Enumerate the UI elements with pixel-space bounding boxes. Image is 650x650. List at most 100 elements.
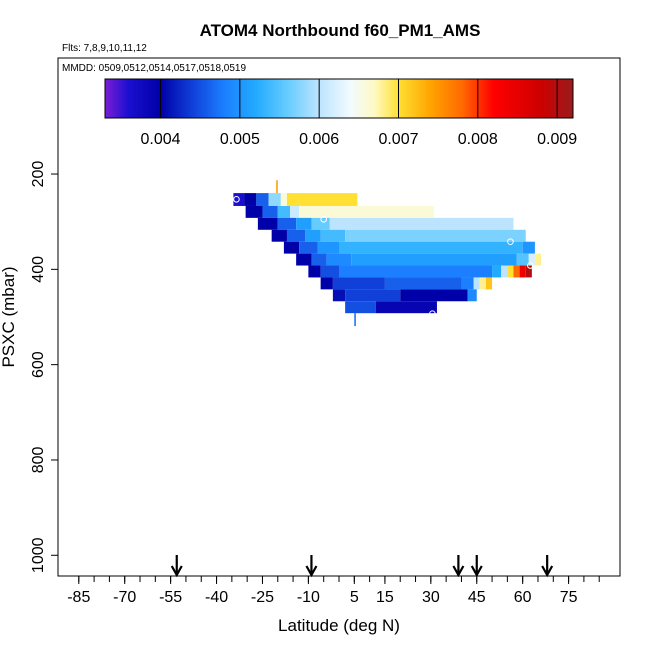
heatmap-cell — [332, 289, 346, 302]
heatmap-cell — [244, 193, 257, 206]
y-tick-label: 800 — [30, 447, 47, 474]
latitude-arrow-head — [305, 565, 318, 578]
heatmap-cell — [277, 217, 297, 230]
heatmap-cell — [501, 265, 508, 278]
y-tick-label: 200 — [30, 161, 47, 188]
colorbar-tick-label: 0.006 — [299, 131, 339, 148]
y-tick-label: 1000 — [30, 537, 47, 573]
heatmap-cell — [479, 277, 486, 290]
heatmap-cell — [308, 265, 321, 278]
heatmap-cell — [277, 205, 291, 218]
heatmap-cell — [268, 193, 281, 206]
heatmap-cell — [280, 193, 287, 206]
colorbar-gradient — [104, 78, 574, 119]
heatmap-cell — [473, 277, 480, 290]
heatmap-cell — [534, 253, 542, 266]
heatmap-cell — [525, 265, 532, 278]
x-tick-label: -55 — [159, 589, 182, 606]
heatmap-cell — [492, 265, 502, 278]
heatmap-cell — [286, 193, 358, 206]
heatmap-cell — [519, 265, 526, 278]
latitude-arrow-head — [170, 565, 183, 578]
y-tick-label: 600 — [30, 351, 47, 378]
heatmap-cell — [296, 253, 312, 266]
y-tick-label: 400 — [30, 256, 47, 283]
colorbar-tick-label: 0.005 — [220, 131, 260, 148]
heatmap-cell — [283, 241, 300, 254]
heatmap-cell — [345, 301, 376, 314]
latitude-arrow-head — [541, 565, 554, 578]
x-tick-label: 75 — [560, 589, 578, 606]
heatmap-cell — [329, 217, 514, 230]
heatmap-cell — [351, 253, 517, 266]
flight-marker — [233, 195, 240, 203]
y-axis-label: PSXC (mbar) — [0, 266, 18, 367]
x-tick-label: 5 — [350, 589, 359, 606]
flights-label: Flts: 7,8,9,10,11,12 — [62, 43, 147, 54]
heatmap-cell — [467, 289, 477, 302]
heatmap-cell — [311, 217, 330, 230]
heatmap-cell — [339, 241, 523, 254]
heatmap-cell — [345, 229, 526, 242]
heatmap-cell — [345, 289, 401, 302]
x-tick-label: -85 — [67, 589, 90, 606]
heatmap-cell — [513, 265, 520, 278]
heatmap-cells — [233, 180, 542, 327]
heatmap-cell — [400, 289, 468, 302]
x-tick-label: -25 — [251, 589, 274, 606]
x-tick-label: -40 — [205, 589, 228, 606]
heatmap-cell — [516, 253, 529, 266]
colorbar-ticks: 0.004 0.005 0.006 0.007 0.008 0.009 — [141, 79, 577, 148]
colorbar-tick-label: 0.009 — [537, 131, 577, 148]
x-tick-label: 60 — [514, 589, 532, 606]
colorbar: 0.004 0.005 0.006 0.007 0.008 0.009 — [104, 78, 577, 148]
x-tick-label: 15 — [376, 589, 394, 606]
heatmap-cell — [256, 193, 269, 206]
heatmap-cell — [507, 265, 514, 278]
flight-marker — [320, 216, 327, 223]
heatmap-cell — [522, 241, 535, 254]
colorbar-tick-label: 0.004 — [141, 131, 181, 148]
heatmap-cell — [485, 277, 493, 290]
heatmap-cell — [262, 205, 278, 218]
heatmap-cell — [384, 277, 462, 290]
heatmap-cell — [332, 277, 385, 290]
flight-marker — [527, 262, 534, 269]
latitude-arrow-head — [452, 565, 465, 578]
y-axis: 200 400 600 800 1000 — [30, 161, 58, 573]
heatmap-cell — [528, 253, 535, 266]
heatmap-cell — [375, 301, 437, 314]
heatmap-cell — [296, 217, 312, 230]
x-tick-label: -70 — [113, 589, 136, 606]
latitude-arrows — [170, 555, 554, 578]
heatmap-cell — [245, 205, 263, 218]
flight-marker — [507, 238, 514, 246]
heatmap-cell — [299, 205, 434, 218]
heatmap-cell — [305, 229, 321, 242]
heatmap-cell — [311, 253, 327, 266]
heatmap-cell — [290, 205, 300, 218]
chart-title: ATOM4 Northbound f60_PM1_AMS — [200, 21, 481, 40]
flight-marker — [429, 310, 436, 317]
colorbar-tick-label: 0.007 — [378, 131, 418, 148]
latitude-arrow-head — [470, 565, 483, 578]
heatmap-cell — [286, 229, 306, 242]
heatmap-cell — [339, 265, 493, 278]
heatmap-cell — [317, 241, 339, 254]
x-tick-label: -10 — [297, 589, 320, 606]
heatmap-cell — [271, 229, 287, 242]
heatmap-cell — [276, 180, 278, 194]
heatmap-cell — [320, 229, 346, 242]
x-tick-label: 45 — [468, 589, 486, 606]
colorbar-tick-label: 0.008 — [458, 131, 498, 148]
heatmap-cell — [354, 313, 356, 327]
heatmap-cell — [326, 253, 352, 266]
flight-marker — [525, 297, 533, 305]
dates-label: MMDD: 0509,0512,0514,0517,0518,0519 — [62, 63, 246, 74]
x-axis-label: Latitude (deg N) — [278, 616, 400, 635]
x-tick-label: 30 — [422, 589, 440, 606]
heatmap-cell — [320, 265, 339, 278]
heatmap-cell — [299, 241, 318, 254]
heatmap-cell — [461, 277, 474, 290]
